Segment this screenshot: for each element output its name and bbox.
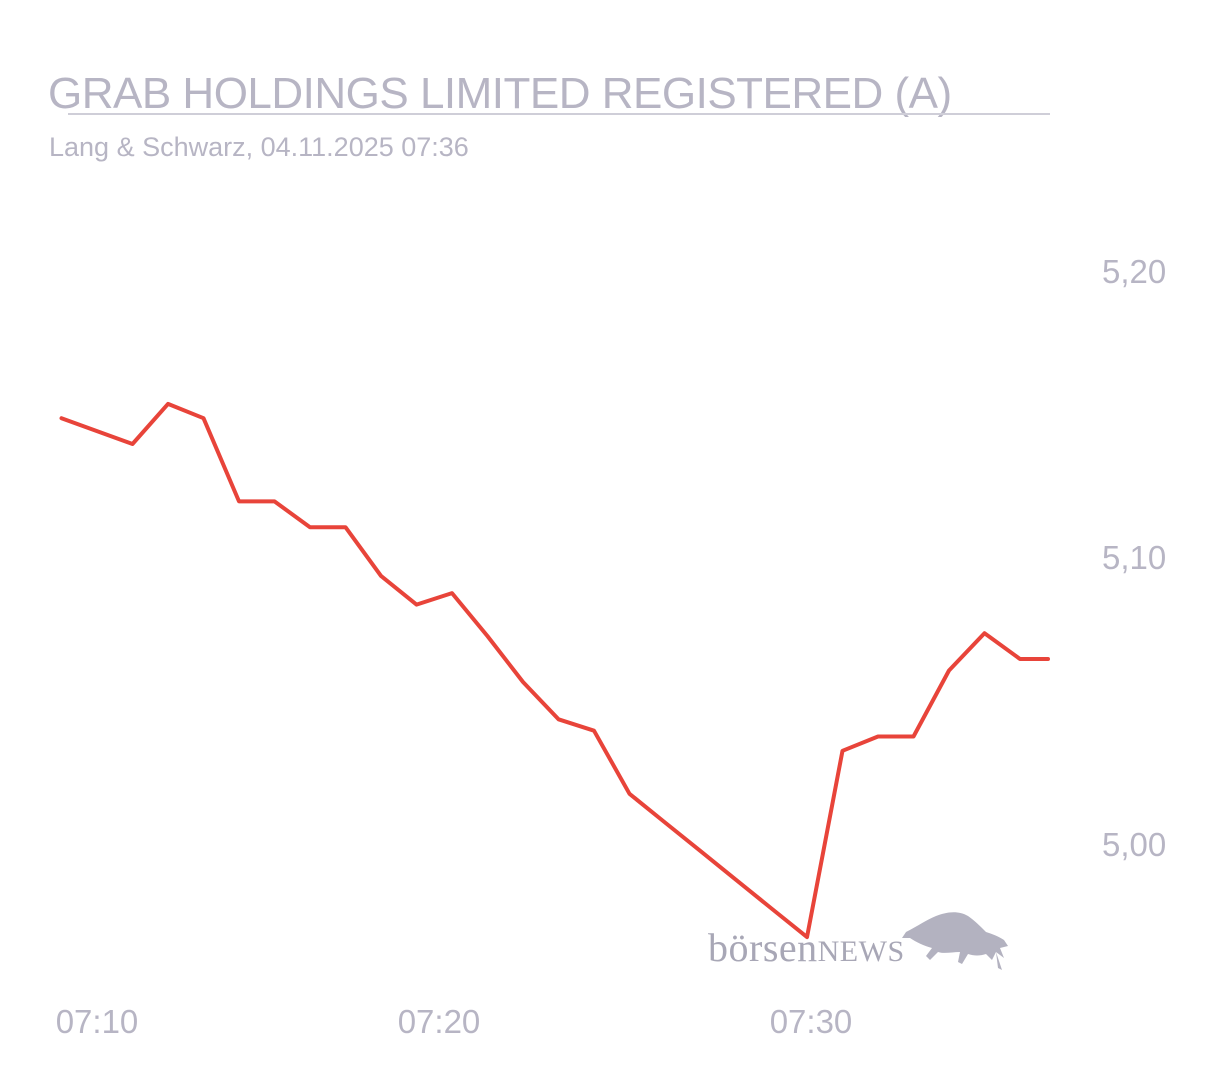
- price-point: [238, 500, 240, 502]
- price-point: [451, 592, 453, 594]
- bull-logo-icon: [902, 912, 1008, 972]
- price-point: [274, 500, 275, 502]
- price-point: [558, 718, 559, 720]
- price-point: [806, 936, 808, 938]
- price-point: [664, 822, 666, 823]
- chart-title: GRAB HOLDINGS LIMITED REGISTERED (A): [48, 69, 952, 118]
- price-point: [771, 908, 772, 909]
- price-point: [522, 681, 524, 683]
- x-tick-label: 07:10: [55, 1003, 139, 1040]
- watermark-brand-suffix: NEWS: [817, 935, 905, 968]
- boersennews-watermark: börsenNEWS: [708, 906, 1018, 976]
- title-underline: [68, 113, 1050, 115]
- price-point: [203, 417, 204, 419]
- price-point: [984, 632, 985, 634]
- price-point: [948, 670, 950, 671]
- price-point: [167, 403, 169, 405]
- price-point: [1047, 658, 1049, 660]
- price-point: [700, 850, 701, 852]
- y-tick-label: 5,20: [1102, 253, 1167, 290]
- price-point: [735, 879, 737, 881]
- price-point: [61, 417, 62, 419]
- price-point: [487, 635, 488, 637]
- price-point: [1019, 658, 1021, 660]
- chart-subtitle: Lang & Schwarz, 04.11.2025 07:36: [49, 132, 469, 162]
- price-point: [913, 736, 914, 737]
- price-point: [842, 750, 843, 752]
- y-tick-label: 5,00: [1102, 826, 1167, 863]
- watermark-logo-text: börsenNEWS: [708, 924, 905, 971]
- x-tick-label: 07:20: [397, 1003, 481, 1040]
- price-point: [309, 526, 311, 528]
- price-point: [593, 730, 595, 732]
- price-line-series: [59, 401, 1050, 940]
- price-point: [877, 736, 879, 737]
- x-tick-label: 07:30: [769, 1003, 853, 1040]
- price-point: [380, 575, 382, 577]
- price-point: [132, 443, 133, 445]
- price-point: [416, 604, 417, 606]
- price-point: [345, 526, 346, 528]
- y-tick-label: 5,10: [1102, 539, 1167, 576]
- price-point: [629, 793, 630, 795]
- watermark-brand-prefix: börsen: [708, 925, 818, 970]
